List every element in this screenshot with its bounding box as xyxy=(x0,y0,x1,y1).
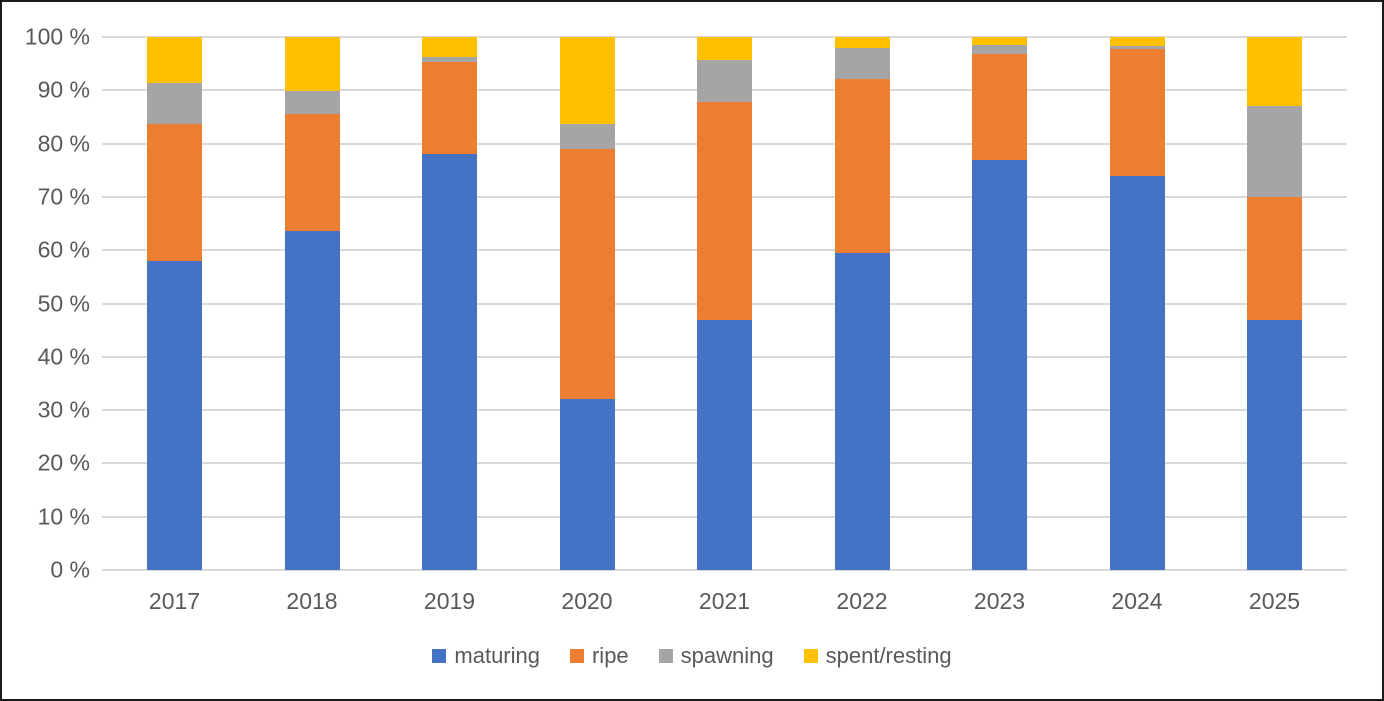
y-axis-tick-label: 10 % xyxy=(37,503,90,530)
bar-2022 xyxy=(834,37,890,570)
y-axis-tick-label: 50 % xyxy=(37,290,90,316)
legend-item: spent/resting xyxy=(803,643,952,669)
bar-segment-ripe xyxy=(422,62,477,154)
bar-2023 xyxy=(972,37,1027,570)
bar-2019 xyxy=(422,37,477,570)
y-axis-tick-label: 60 % xyxy=(37,236,90,263)
bar-segment-ripe xyxy=(1247,196,1302,320)
x-axis-label: 2019 xyxy=(423,588,476,614)
legend-swatch-spent-resting xyxy=(803,649,818,663)
plot-area xyxy=(102,36,1347,571)
bar-2017 xyxy=(147,37,202,570)
bar-segment-spawning xyxy=(1247,106,1302,197)
y-axis-tick-label: 80 % xyxy=(37,130,90,157)
y-axis-tick-label: 40 % xyxy=(37,343,90,370)
bar-segment-maturing xyxy=(422,153,477,570)
gridline xyxy=(102,569,1347,571)
y-axis-tick-label: 0 % xyxy=(50,556,90,583)
x-axis-label: 2022 xyxy=(836,588,888,614)
legend-label: maturing xyxy=(454,643,540,668)
bar-segment-spent-resting xyxy=(1109,37,1165,46)
bar-2018 xyxy=(284,37,340,570)
legend-swatch-spawning xyxy=(658,649,673,663)
bar-segment-maturing xyxy=(834,252,890,570)
legend-item: spawning xyxy=(658,643,774,669)
bar-segment-maturing xyxy=(559,399,615,570)
bar-segment-maturing xyxy=(697,319,752,570)
bar-segment-spent-resting xyxy=(422,37,477,57)
bar-segment-ripe xyxy=(697,101,752,320)
x-axis-label: 2021 xyxy=(698,588,751,614)
bar-segment-ripe xyxy=(559,149,615,400)
bar-segment-maturing xyxy=(1247,319,1302,570)
bar-segment-spawning xyxy=(972,45,1027,55)
x-axis-label: 2025 xyxy=(1248,588,1301,614)
bar-segment-spent-resting xyxy=(147,37,202,84)
y-axis-tick-label: 90 % xyxy=(37,76,90,103)
legend-label: spent/resting xyxy=(825,643,952,668)
y-axis-tick-label: 30 % xyxy=(37,396,90,423)
bar-segment-spent-resting xyxy=(972,37,1027,46)
bar-segment-maturing xyxy=(147,260,202,570)
bar-2021 xyxy=(697,37,752,570)
bar-segment-spawning xyxy=(147,83,202,125)
legend-item: maturing xyxy=(432,643,540,669)
bar-segment-spawning xyxy=(1109,45,1165,49)
bar-segment-ripe xyxy=(284,113,340,232)
bar-segment-spawning xyxy=(284,90,340,114)
bar-2020 xyxy=(559,37,615,570)
legend-label: ripe xyxy=(591,643,629,668)
bar-segment-spent-resting xyxy=(1247,37,1302,107)
bar-segment-spent-resting xyxy=(697,37,752,61)
y-axis-tick-label: 70 % xyxy=(37,183,90,210)
bar-segment-maturing xyxy=(972,159,1027,570)
bar-segment-ripe xyxy=(1109,48,1165,176)
gridline xyxy=(102,36,1347,38)
bar-segment-spent-resting xyxy=(559,37,615,124)
bar-segment-spawning xyxy=(697,60,752,102)
bar-segment-spawning xyxy=(834,47,890,79)
bar-segment-ripe xyxy=(834,78,890,253)
bar-segment-ripe xyxy=(147,124,202,261)
legend-swatch-maturing xyxy=(432,649,447,663)
bar-segment-spent-resting xyxy=(284,37,340,91)
y-axis-tick-label: 100 % xyxy=(24,23,90,50)
legend-item: ripe xyxy=(569,643,629,669)
bar-segment-maturing xyxy=(284,231,340,570)
bar-segment-ripe xyxy=(972,54,1027,160)
y-axis-tick-label: 20 % xyxy=(37,449,90,476)
x-axis-label: 2023 xyxy=(973,588,1026,614)
legend-swatch-ripe xyxy=(569,649,584,663)
x-axis-label: 2018 xyxy=(286,588,338,614)
bar-segment-spawning xyxy=(422,56,477,63)
x-axis-label: 2020 xyxy=(561,588,613,614)
legend-label: spawning xyxy=(680,643,774,668)
bar-segment-spawning xyxy=(559,123,615,150)
x-axis-label: 2024 xyxy=(1111,588,1163,614)
bar-2025 xyxy=(1247,37,1302,570)
x-axis: 2017 2018 2019 2020 2021 2022 2023 2024 2025 xyxy=(102,588,1347,618)
legend: maturing ripe spawning spent/resting xyxy=(2,643,1382,669)
bar-segment-maturing xyxy=(1109,175,1165,570)
x-axis-label: 2017 xyxy=(148,588,201,614)
bar-segment-spent-resting xyxy=(834,37,890,48)
y-axis: 100 % 90 % 80 % 70 % 60 % 50 % 40 % 30 % 20 % 10 … xyxy=(2,24,90,583)
bar-2024 xyxy=(1109,37,1165,570)
